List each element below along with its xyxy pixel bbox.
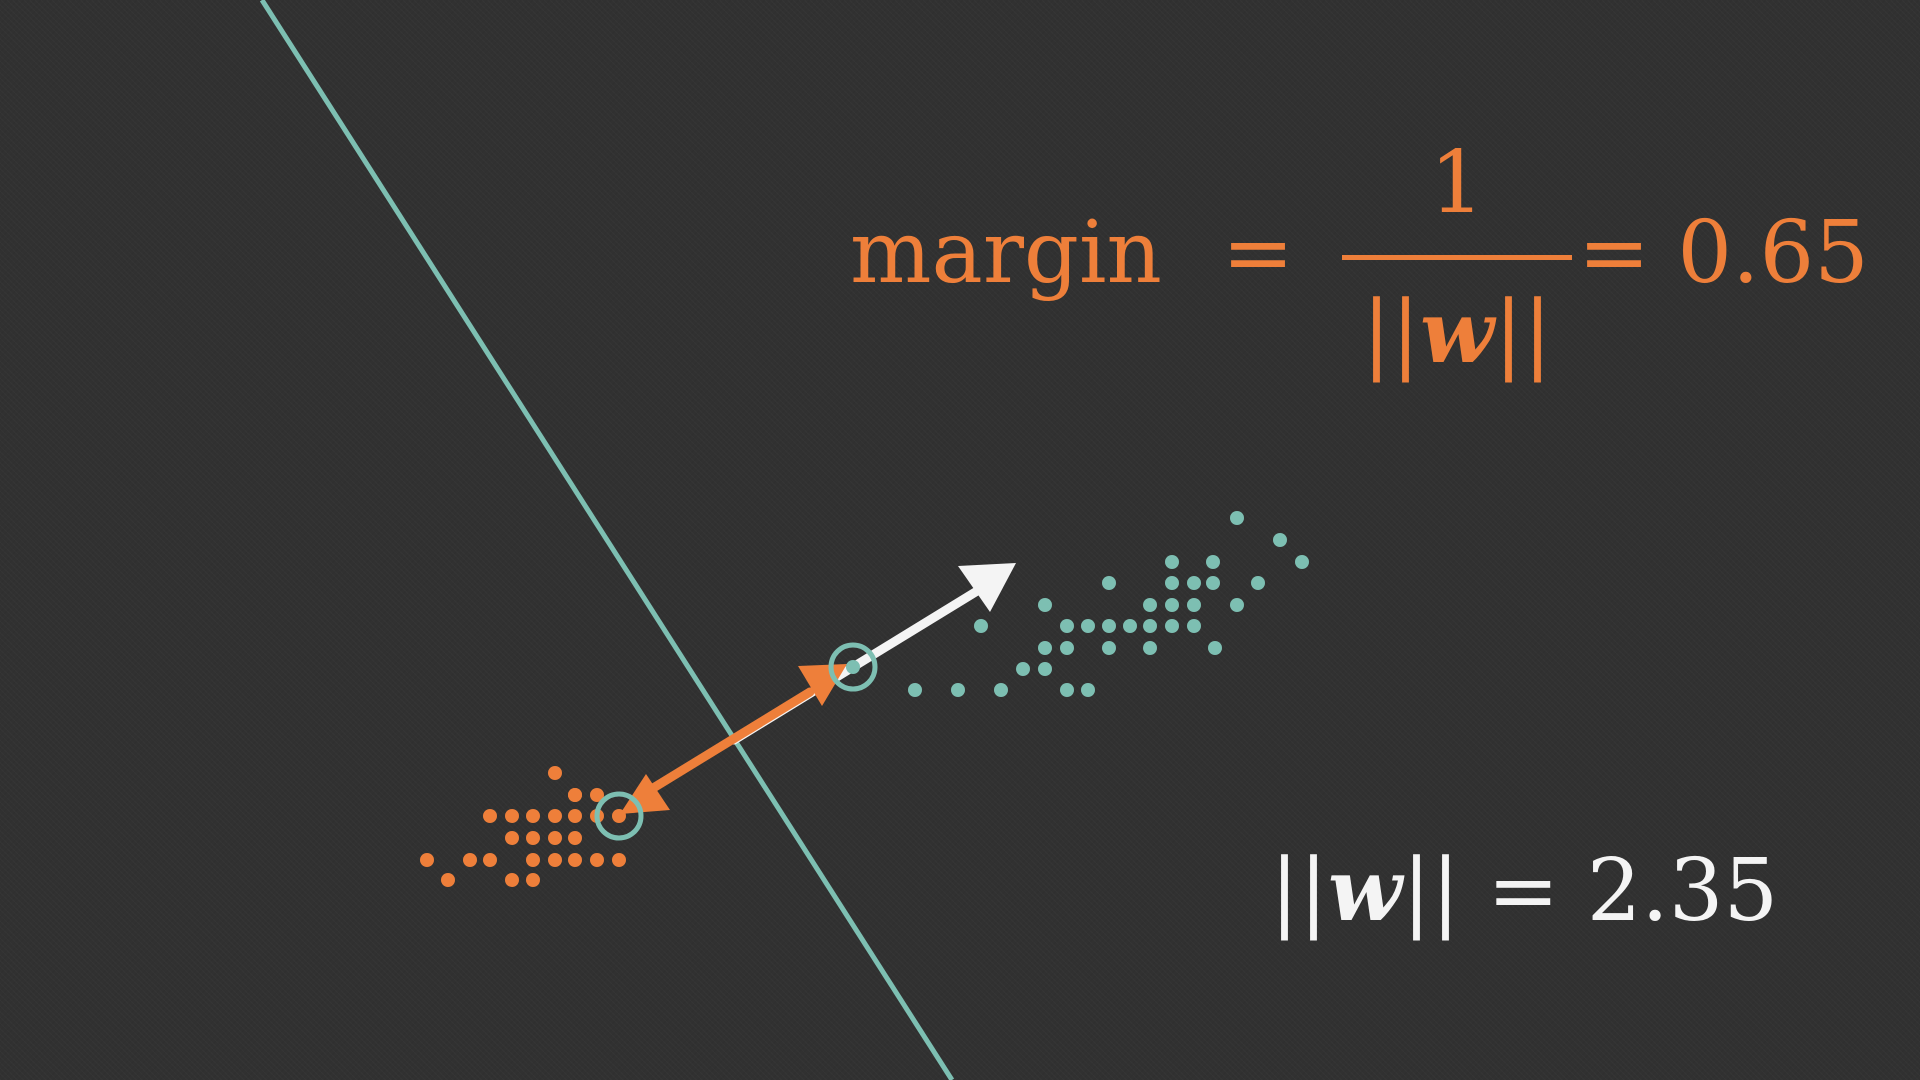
norm-equals-sign: =: [1487, 841, 1560, 941]
data-point: [1165, 598, 1179, 612]
fraction-numerator: 1: [1429, 133, 1485, 233]
data-point: [1038, 641, 1052, 655]
data-point: [548, 853, 562, 867]
data-point: [1251, 576, 1265, 590]
margin-label: margin: [850, 203, 1162, 303]
decision-boundary-line: [259, 0, 955, 1080]
data-point: [908, 683, 922, 697]
weight-variable: w: [1327, 840, 1402, 941]
data-point: [1273, 533, 1287, 547]
data-point: [505, 809, 519, 823]
data-point: [1187, 598, 1201, 612]
norm-open-bars: ||: [1270, 841, 1328, 941]
support-vector-ring: [828, 642, 878, 692]
data-point: [1038, 598, 1052, 612]
data-point: [526, 831, 540, 845]
weight-vector-arrowhead: [958, 563, 1016, 612]
data-point: [1102, 619, 1116, 633]
data-point: [1143, 641, 1157, 655]
data-point: [1206, 555, 1220, 569]
data-point: [463, 853, 477, 867]
data-point: [1016, 662, 1030, 676]
data-point: [548, 831, 562, 845]
data-point: [951, 683, 965, 697]
margin-double-arrow: [620, 664, 847, 814]
data-point: [568, 853, 582, 867]
orange-class-points: [420, 766, 626, 887]
data-point: [590, 788, 604, 802]
norm-value: 2.35: [1586, 841, 1779, 941]
norm-close-bars: ||: [1402, 841, 1460, 941]
data-point: [1060, 641, 1074, 655]
orange-support-vector: [594, 791, 644, 841]
fraction-denominator: ||w||: [1342, 290, 1572, 377]
data-point: [548, 766, 562, 780]
data-point: [1123, 619, 1137, 633]
data-point: [1295, 555, 1309, 569]
margin-arrow-shaft: [645, 687, 815, 795]
data-point: [568, 831, 582, 845]
data-point: [974, 619, 988, 633]
data-point: [483, 853, 497, 867]
support-vector-center: [846, 660, 860, 674]
data-point: [568, 788, 582, 802]
data-point: [420, 853, 434, 867]
data-point: [1165, 619, 1179, 633]
data-point: [1060, 619, 1074, 633]
data-point: [612, 853, 626, 867]
data-point: [590, 853, 604, 867]
data-point: [1102, 576, 1116, 590]
data-point: [526, 853, 540, 867]
data-point: [505, 831, 519, 845]
data-point: [1081, 619, 1095, 633]
teal-class-points: [908, 511, 1309, 697]
fraction-bar: [1342, 255, 1572, 260]
margin-value-equals: =: [1578, 203, 1651, 303]
data-point: [1102, 641, 1116, 655]
data-point: [548, 809, 562, 823]
data-point: [505, 873, 519, 887]
norm-open-bars: ||: [1362, 283, 1420, 383]
teal-support-vector: [828, 642, 878, 692]
support-vector-center: [612, 809, 626, 823]
data-point: [1230, 598, 1244, 612]
data-point: [1187, 576, 1201, 590]
data-point: [568, 809, 582, 823]
margin-arrowhead-toward-orange: [620, 774, 670, 814]
data-point: [1038, 662, 1052, 676]
data-point: [1143, 619, 1157, 633]
weight-variable: w: [1419, 282, 1495, 383]
data-point: [526, 809, 540, 823]
data-point: [1081, 683, 1095, 697]
data-point: [526, 873, 540, 887]
data-point: [483, 809, 497, 823]
margin-value: = 0.65: [1578, 210, 1869, 296]
data-point: [1143, 598, 1157, 612]
data-point: [441, 873, 455, 887]
data-point: [1208, 641, 1222, 655]
data-point: [1165, 555, 1179, 569]
data-point: [994, 683, 1008, 697]
norm-close-bars: ||: [1494, 283, 1552, 383]
margin-equals-sign: =: [1222, 203, 1295, 303]
data-point: [1060, 683, 1074, 697]
data-point: [1187, 619, 1201, 633]
margin-fraction: 1 ||w||: [1342, 140, 1572, 390]
data-point: [1165, 576, 1179, 590]
data-point: [1230, 511, 1244, 525]
support-vector-ring: [594, 791, 644, 841]
norm-formula: ||w|| = 2.35: [1270, 848, 1778, 935]
margin-value-number: 0.65: [1677, 203, 1869, 303]
data-point: [1206, 576, 1220, 590]
